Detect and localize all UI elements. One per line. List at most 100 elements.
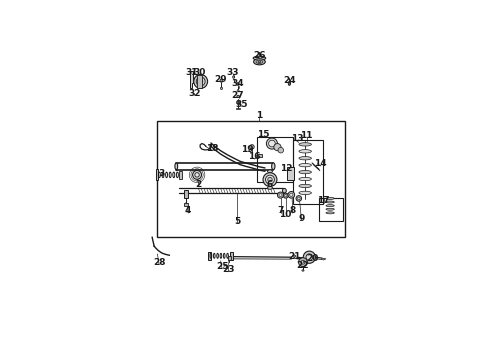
Bar: [237, 101, 240, 103]
Text: 34: 34: [231, 79, 244, 88]
Ellipse shape: [237, 82, 239, 85]
Ellipse shape: [299, 143, 312, 146]
Circle shape: [268, 177, 272, 182]
Text: 35: 35: [235, 100, 247, 109]
Ellipse shape: [299, 163, 312, 167]
Text: 27: 27: [231, 91, 244, 100]
Circle shape: [306, 254, 313, 261]
Bar: [184, 190, 188, 198]
Text: 11: 11: [300, 131, 313, 140]
Ellipse shape: [271, 163, 275, 170]
Bar: [319, 198, 343, 221]
Bar: [208, 252, 211, 260]
Text: 33: 33: [227, 68, 239, 77]
Circle shape: [263, 173, 277, 186]
Bar: [293, 140, 323, 204]
Text: 20: 20: [306, 253, 318, 262]
Circle shape: [288, 192, 294, 198]
Polygon shape: [190, 72, 193, 88]
Ellipse shape: [326, 205, 334, 207]
Ellipse shape: [233, 76, 235, 78]
Text: 3: 3: [158, 169, 164, 178]
Text: 4: 4: [185, 206, 192, 215]
Bar: [156, 169, 158, 180]
Text: 32: 32: [188, 89, 200, 98]
Text: 23: 23: [222, 265, 235, 274]
Bar: [257, 138, 293, 182]
Circle shape: [194, 75, 208, 89]
Text: 24: 24: [284, 76, 296, 85]
Bar: [227, 256, 231, 260]
Text: 21: 21: [289, 252, 301, 261]
Ellipse shape: [253, 56, 266, 60]
Ellipse shape: [268, 170, 272, 173]
Text: 10: 10: [279, 210, 292, 219]
Ellipse shape: [258, 61, 261, 63]
Text: 13: 13: [291, 134, 303, 143]
Circle shape: [278, 148, 284, 153]
Circle shape: [250, 145, 254, 149]
Bar: [157, 121, 345, 237]
Text: 17: 17: [318, 196, 330, 205]
Ellipse shape: [268, 186, 272, 189]
Circle shape: [279, 194, 282, 197]
Circle shape: [297, 197, 300, 200]
Ellipse shape: [299, 184, 312, 188]
Circle shape: [296, 196, 301, 201]
Bar: [230, 252, 233, 260]
Ellipse shape: [326, 198, 334, 199]
Text: 12: 12: [280, 164, 293, 173]
Text: 1: 1: [256, 111, 263, 120]
Text: 18: 18: [206, 144, 219, 153]
Ellipse shape: [299, 157, 312, 160]
Ellipse shape: [282, 188, 286, 193]
Circle shape: [285, 194, 287, 197]
Bar: [257, 154, 262, 157]
Circle shape: [283, 193, 288, 198]
Ellipse shape: [288, 81, 291, 85]
Text: 30: 30: [194, 68, 206, 77]
Polygon shape: [196, 75, 202, 88]
Text: 8: 8: [290, 206, 296, 215]
Ellipse shape: [220, 79, 223, 82]
Bar: [237, 108, 240, 109]
Ellipse shape: [289, 82, 290, 84]
Text: 25: 25: [216, 262, 228, 271]
Text: 7: 7: [278, 206, 284, 215]
Ellipse shape: [299, 191, 312, 194]
Circle shape: [193, 170, 201, 179]
Ellipse shape: [299, 170, 312, 174]
Text: 16: 16: [247, 152, 260, 161]
Circle shape: [198, 79, 203, 84]
Text: 28: 28: [153, 258, 165, 267]
Text: 31: 31: [185, 68, 198, 77]
Ellipse shape: [299, 177, 312, 181]
Ellipse shape: [326, 208, 334, 210]
Text: 6: 6: [267, 180, 273, 189]
Bar: [184, 203, 188, 206]
Ellipse shape: [299, 150, 312, 153]
Circle shape: [303, 251, 316, 263]
Bar: [237, 102, 240, 104]
Polygon shape: [322, 258, 326, 260]
Bar: [179, 171, 182, 179]
Ellipse shape: [293, 255, 295, 257]
Bar: [287, 167, 294, 180]
Circle shape: [274, 144, 281, 151]
Ellipse shape: [237, 95, 239, 98]
Ellipse shape: [326, 212, 334, 214]
Circle shape: [269, 140, 275, 147]
Text: 29: 29: [214, 75, 227, 84]
Text: 14: 14: [314, 159, 327, 168]
Circle shape: [290, 193, 293, 197]
Circle shape: [301, 260, 305, 264]
Text: 19: 19: [242, 145, 254, 154]
Text: 9: 9: [298, 214, 305, 223]
Circle shape: [277, 192, 284, 198]
Ellipse shape: [254, 59, 265, 65]
Circle shape: [195, 173, 199, 177]
Text: 26: 26: [253, 51, 266, 60]
Text: 22: 22: [296, 261, 309, 270]
Ellipse shape: [326, 201, 334, 203]
Text: 5: 5: [234, 217, 241, 226]
